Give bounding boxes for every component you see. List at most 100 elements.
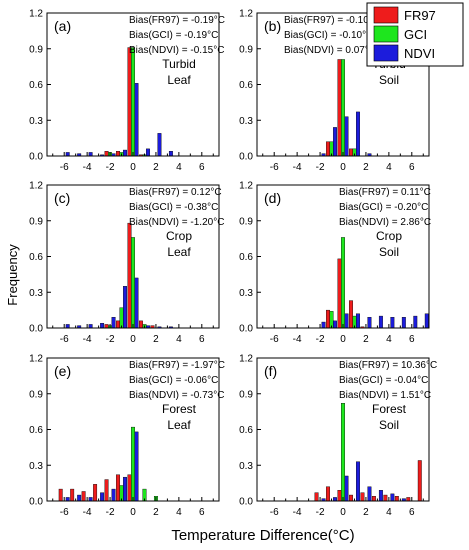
surface-label: Turbid — [162, 57, 196, 71]
bar-gci--1 — [119, 307, 124, 329]
y-tick-label: 0.0 — [239, 152, 253, 163]
legend-swatch-ndvi — [373, 44, 399, 62]
y-tick-label: 0.0 — [239, 324, 253, 335]
y-tick-label: 0.9 — [29, 216, 43, 227]
bar-ndvi--4 — [88, 152, 93, 157]
bar-fr97-7 — [417, 460, 422, 502]
bar-ndvi--6 — [65, 324, 70, 329]
x-tick-label: -2 — [316, 334, 325, 345]
bar-ndvi-0 — [344, 116, 349, 157]
bias-annotation: Bias(GCI) = -0.38°C — [129, 202, 218, 213]
surface-label: Crop — [166, 229, 192, 243]
x-tick-label: 0 — [130, 507, 136, 518]
bar-ndvi-6 — [413, 315, 418, 329]
y-tick-label: 0.0 — [29, 152, 43, 163]
surface-label: Forest — [372, 402, 407, 416]
bias-annotation: Bias(FR97) = -0.10°C — [284, 15, 380, 26]
x-tick-label: 0 — [130, 162, 136, 173]
bar-fr97--2 — [104, 324, 109, 329]
legend-label-fr97: FR97 — [404, 8, 436, 23]
y-tick-label: 0.9 — [239, 44, 253, 55]
bias-annotation: Bias(NDVI) = 0.07°C — [284, 45, 376, 56]
bar-fr97-4 — [383, 494, 388, 502]
x-tick-label: 4 — [176, 162, 182, 173]
bias-annotation: Bias(NDVI) = -0.15°C — [129, 45, 224, 56]
bar-gci--1 — [329, 311, 334, 329]
bar-fr97-1 — [349, 300, 353, 329]
bar-ndvi-2 — [367, 486, 372, 502]
x-tick-label: 0 — [340, 162, 346, 173]
y-tick-label: 0.3 — [239, 288, 253, 299]
x-tick-label: -6 — [270, 162, 279, 173]
x-tick-label: -6 — [60, 162, 69, 173]
bias-annotation: Bias(GCI) = -0.04°C — [339, 375, 428, 386]
x-tick-label: -4 — [83, 162, 92, 173]
bar-fr97-0 — [337, 59, 342, 157]
y-tick-label: 0.6 — [239, 425, 253, 436]
bar-fr97--6 — [58, 488, 63, 502]
bar-ndvi--5 — [77, 494, 82, 502]
x-tick-label: -6 — [60, 507, 69, 518]
y-tick-label: 0.9 — [239, 389, 253, 400]
bar-gci-0 — [341, 237, 345, 329]
x-tick-label: 6 — [199, 334, 205, 345]
bar-ndvi-4 — [390, 317, 395, 329]
x-tick-label: -6 — [270, 507, 279, 518]
bar-fr97-2 — [360, 492, 365, 502]
bar-ndvi--3 — [100, 492, 105, 502]
panel-label: (d) — [264, 190, 281, 206]
bar-fr97-6 — [406, 497, 411, 502]
bar-fr97--1 — [326, 309, 330, 329]
bar-ndvi-0 — [134, 83, 139, 157]
bar-ndvi-1 — [356, 111, 360, 157]
legend-swatch-gci — [373, 25, 399, 43]
bar-fr97-0 — [337, 258, 342, 329]
bar-ndvi--4 — [88, 324, 93, 329]
bar-fr97--2 — [314, 492, 319, 502]
y-tick-label: 0.9 — [29, 389, 43, 400]
x-tick-label: -6 — [270, 334, 279, 345]
panel-label: (b) — [264, 18, 281, 34]
bar-ndvi-0 — [134, 431, 139, 502]
x-tick-label: 0 — [130, 334, 136, 345]
x-tick-label: -4 — [293, 334, 302, 345]
bias-annotation: Bias(FR97) = 0.12°C — [129, 187, 222, 198]
bar-ndvi--6 — [65, 152, 70, 157]
bar-ndvi-0 — [344, 313, 349, 329]
panel-label: (f) — [264, 363, 277, 379]
x-tick-label: -2 — [106, 162, 115, 173]
bar-ndvi-2 — [157, 133, 162, 157]
bar-ndvi-1 — [146, 148, 150, 157]
x-tick-label: -2 — [106, 507, 115, 518]
x-tick-label: -2 — [316, 162, 325, 173]
x-tick-label: -2 — [106, 334, 115, 345]
x-tick-label: 0 — [340, 334, 346, 345]
bar-fr97--2 — [104, 479, 109, 502]
x-tick-label: 6 — [199, 507, 205, 518]
bias-annotation: Bias(GCI) = -0.19°C — [129, 30, 218, 41]
x-tick-label: -4 — [83, 334, 92, 345]
surface-label: Crop — [376, 229, 402, 243]
y-tick-label: 0.6 — [29, 425, 43, 436]
bias-annotation: Bias(GCI) = -0.20°C — [339, 202, 428, 213]
bias-annotation: Bias(FR97) = -0.19°C — [129, 15, 225, 26]
bar-ndvi--1 — [333, 127, 337, 157]
bias-annotation: Bias(GCI) = -0.10°C — [284, 30, 373, 41]
bar-fr97--4 — [81, 491, 86, 502]
bar-fr97-1 — [139, 320, 143, 329]
panel-6: 0.0 0.3 0.6 0.9 1.2 -6 -4 -2 0 2 4 6 (f) Bias(FR97) =… — [239, 354, 437, 519]
x-tick-label: 2 — [363, 334, 369, 345]
bias-annotation: Bias(FR97) = 10.36°C — [339, 360, 437, 371]
x-tick-label: 4 — [386, 507, 392, 518]
bar-ndvi-7 — [424, 313, 429, 329]
bar-ndvi--1 — [123, 149, 127, 157]
bar-ndvi--1 — [123, 476, 127, 502]
bias-annotation: Bias(FR97) = -1.97°C — [129, 360, 225, 371]
legend-label-ndvi: NDVI — [404, 46, 435, 61]
bar-gci-0 — [341, 59, 345, 157]
y-tick-label: 1.2 — [239, 181, 253, 192]
bar-ndvi--4 — [88, 497, 93, 502]
bar-ndvi--3 — [100, 323, 105, 329]
y-tick-label: 0.6 — [29, 80, 43, 91]
